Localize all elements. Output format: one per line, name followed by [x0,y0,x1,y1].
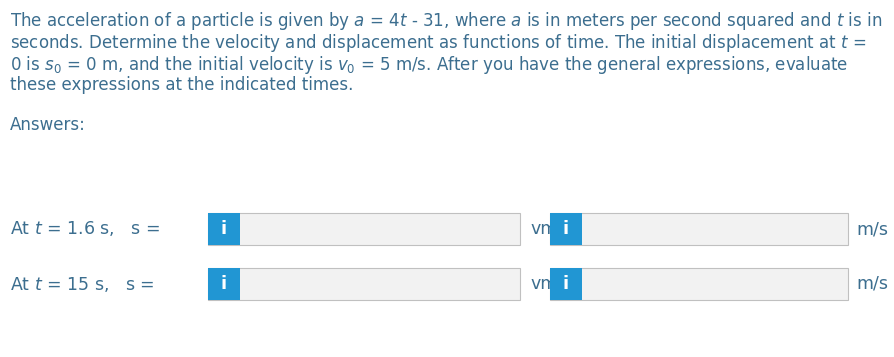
Bar [550,213,847,245]
Bar [550,268,847,300]
Text: m/s: m/s [855,275,887,293]
Text: At $t$ = 1.6 s,   s =: At $t$ = 1.6 s, s = [10,220,160,238]
Bar [207,213,240,245]
Text: vm,: vm, [529,220,562,238]
Text: vm,: vm, [529,275,562,293]
Text: seconds. Determine the velocity and displacement as functions of time. The initi: seconds. Determine the velocity and disp… [10,32,865,54]
Text: m/s: m/s [855,220,887,238]
Bar [207,268,519,300]
Text: i: i [562,275,569,293]
Text: i: i [221,275,227,293]
Text: Answers:: Answers: [10,116,86,134]
Text: these expressions at the indicated times.: these expressions at the indicated times… [10,76,353,94]
Text: 0 is $s_0$ = 0 m, and the initial velocity is $v_0$ = 5 m/s. After you have the : 0 is $s_0$ = 0 m, and the initial veloci… [10,54,848,76]
Text: i: i [562,220,569,238]
Text: The acceleration of a particle is given by $a$ = 4$t$ - 31, where $a$ is in mete: The acceleration of a particle is given … [10,10,881,32]
Bar [207,268,240,300]
Text: i: i [221,220,227,238]
Bar [550,268,581,300]
Text: At $t$ = 15 s,   s =: At $t$ = 15 s, s = [10,275,155,293]
Bar [550,213,581,245]
Bar [207,213,519,245]
